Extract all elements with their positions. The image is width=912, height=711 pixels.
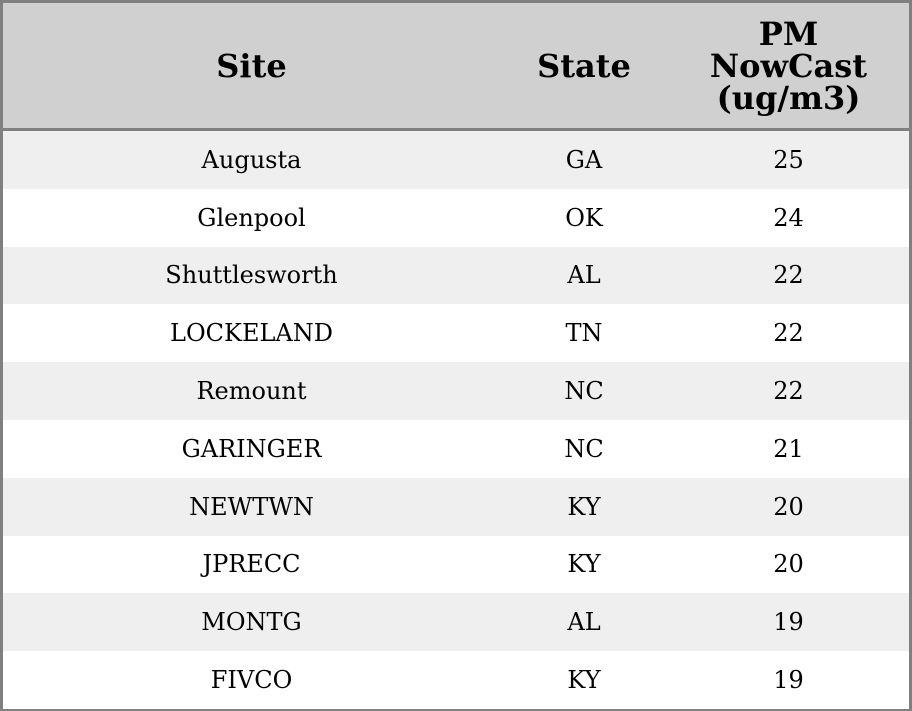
table-row: FIVCO KY 19 bbox=[3, 651, 909, 709]
table-row: GARINGER NC 21 bbox=[3, 419, 909, 478]
cell-state: KY bbox=[567, 492, 601, 521]
cell-site: Remount bbox=[196, 377, 307, 406]
cell-pm: 19 bbox=[773, 666, 804, 695]
table-body: Augusta GA 25 Glenpool OK 24 Shuttlesworth AL 22… bbox=[3, 131, 909, 709]
cell-site: Shuttlesworth bbox=[165, 261, 338, 290]
cell-pm: 22 bbox=[773, 319, 804, 348]
cell-state: AL bbox=[567, 608, 601, 637]
header-site-label: Site bbox=[216, 46, 287, 85]
table-row: Glenpool OK 24 bbox=[3, 188, 909, 247]
cell-state: KY bbox=[567, 666, 601, 695]
cell-site: MONTG bbox=[201, 608, 302, 637]
header-pm-line: (ug/m3) bbox=[716, 78, 861, 117]
cell-site: NEWTWN bbox=[189, 492, 314, 521]
cell-site: Augusta bbox=[201, 145, 302, 174]
cell-pm: 24 bbox=[773, 203, 804, 232]
cell-pm: 25 bbox=[773, 145, 804, 174]
table-row: MONTG AL 19 bbox=[3, 593, 909, 652]
cell-state: NC bbox=[564, 377, 604, 406]
header-state: State bbox=[500, 3, 668, 128]
cell-pm: 21 bbox=[773, 434, 804, 463]
header-site: Site bbox=[3, 3, 500, 128]
cell-state: NC bbox=[564, 434, 604, 463]
cell-state: KY bbox=[567, 550, 601, 579]
cell-pm: 20 bbox=[773, 550, 804, 579]
table-row: JPRECC KY 20 bbox=[3, 535, 909, 594]
cell-site: GARINGER bbox=[181, 434, 322, 463]
table-row: Augusta GA 25 bbox=[3, 131, 909, 189]
cell-site: JPRECC bbox=[202, 550, 301, 579]
cell-pm: 22 bbox=[773, 261, 804, 290]
cell-pm: 20 bbox=[773, 492, 804, 521]
cell-pm: 19 bbox=[773, 608, 804, 637]
header-pm-label: PM NowCast (ug/m3) bbox=[710, 18, 867, 114]
cell-pm: 22 bbox=[773, 377, 804, 406]
cell-site: FIVCO bbox=[210, 666, 293, 695]
cell-site: Glenpool bbox=[197, 203, 306, 232]
header-pm: PM NowCast (ug/m3) bbox=[668, 3, 909, 128]
header-pm-line: PM bbox=[758, 14, 819, 53]
header-pm-line: NowCast bbox=[709, 46, 868, 85]
table-row: Remount NC 22 bbox=[3, 362, 909, 420]
table-row: NEWTWN KY 20 bbox=[3, 477, 909, 536]
header-state-label: State bbox=[537, 46, 631, 85]
cell-state: OK bbox=[565, 203, 603, 232]
cell-state: GA bbox=[565, 145, 603, 174]
cell-state: TN bbox=[565, 319, 603, 348]
cell-state: AL bbox=[567, 261, 601, 290]
table-row: LOCKELAND TN 22 bbox=[3, 304, 909, 363]
table-row: Shuttlesworth AL 22 bbox=[3, 246, 909, 305]
table-header: Site State PM NowCast (ug/m3) bbox=[3, 3, 909, 131]
cell-site: LOCKELAND bbox=[170, 319, 333, 348]
